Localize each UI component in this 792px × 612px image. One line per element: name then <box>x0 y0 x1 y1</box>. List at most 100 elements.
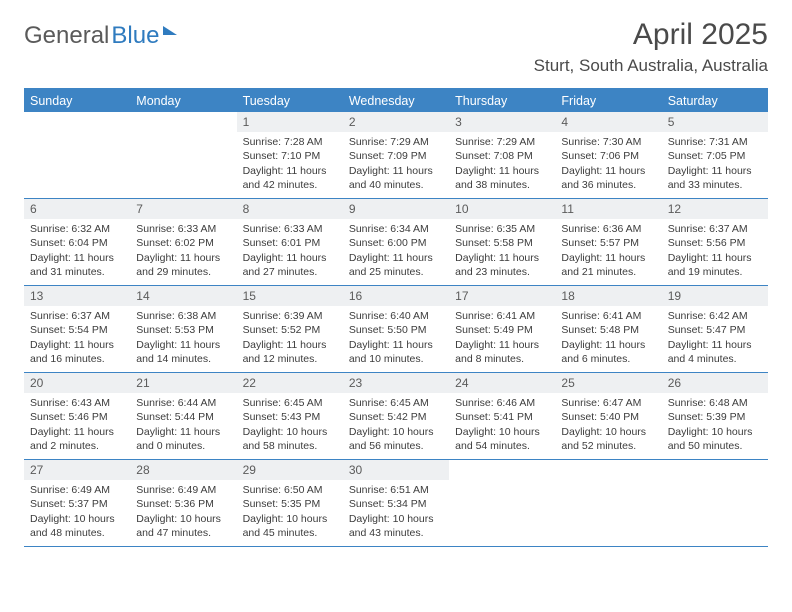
calendar-week-row: 6Sunrise: 6:32 AMSunset: 6:04 PMDaylight… <box>24 199 768 286</box>
sunrise-text: Sunrise: 6:47 AM <box>561 396 655 410</box>
location-subtitle: Sturt, South Australia, Australia <box>534 56 768 76</box>
sunset-text: Sunset: 5:54 PM <box>30 323 124 337</box>
weekday-header: Saturday <box>662 90 768 112</box>
calendar-cell: 12Sunrise: 6:37 AMSunset: 5:56 PMDayligh… <box>662 199 768 285</box>
calendar-week-row: 20Sunrise: 6:43 AMSunset: 5:46 PMDayligh… <box>24 373 768 460</box>
day-number: 23 <box>343 373 449 393</box>
sunset-text: Sunset: 7:10 PM <box>243 149 337 163</box>
calendar-cell-empty: . <box>449 460 555 546</box>
daylight-text: Daylight: 11 hours and 25 minutes. <box>349 251 443 279</box>
daylight-text: Daylight: 11 hours and 0 minutes. <box>136 425 230 453</box>
logo-text-blue: Blue <box>111 22 159 50</box>
daylight-text: Daylight: 10 hours and 45 minutes. <box>243 512 337 540</box>
day-number: 30 <box>343 460 449 480</box>
day-body: Sunrise: 6:46 AMSunset: 5:41 PMDaylight:… <box>449 393 555 458</box>
day-number: 12 <box>662 199 768 219</box>
daylight-text: Daylight: 10 hours and 56 minutes. <box>349 425 443 453</box>
sunrise-text: Sunrise: 6:38 AM <box>136 309 230 323</box>
day-body: Sunrise: 6:51 AMSunset: 5:34 PMDaylight:… <box>343 480 449 545</box>
sunrise-text: Sunrise: 7:30 AM <box>561 135 655 149</box>
sunset-text: Sunset: 7:09 PM <box>349 149 443 163</box>
day-body: Sunrise: 6:33 AMSunset: 6:01 PMDaylight:… <box>237 219 343 284</box>
day-body: Sunrise: 6:34 AMSunset: 6:00 PMDaylight:… <box>343 219 449 284</box>
day-body: Sunrise: 6:45 AMSunset: 5:42 PMDaylight:… <box>343 393 449 458</box>
sunrise-text: Sunrise: 6:49 AM <box>136 483 230 497</box>
sunrise-text: Sunrise: 6:45 AM <box>349 396 443 410</box>
weekday-header: Monday <box>130 90 236 112</box>
day-number: 22 <box>237 373 343 393</box>
sunset-text: Sunset: 6:02 PM <box>136 236 230 250</box>
sunrise-text: Sunrise: 6:46 AM <box>455 396 549 410</box>
calendar-cell: 23Sunrise: 6:45 AMSunset: 5:42 PMDayligh… <box>343 373 449 459</box>
daylight-text: Daylight: 10 hours and 50 minutes. <box>668 425 762 453</box>
weekday-header: Sunday <box>24 90 130 112</box>
calendar-cell: 13Sunrise: 6:37 AMSunset: 5:54 PMDayligh… <box>24 286 130 372</box>
sunrise-text: Sunrise: 6:32 AM <box>30 222 124 236</box>
sunrise-text: Sunrise: 7:28 AM <box>243 135 337 149</box>
daylight-text: Daylight: 10 hours and 47 minutes. <box>136 512 230 540</box>
day-body: Sunrise: 7:29 AMSunset: 7:08 PMDaylight:… <box>449 132 555 197</box>
sunrise-text: Sunrise: 6:36 AM <box>561 222 655 236</box>
day-number: 21 <box>130 373 236 393</box>
day-number: 17 <box>449 286 555 306</box>
sunset-text: Sunset: 5:48 PM <box>561 323 655 337</box>
sunrise-text: Sunrise: 6:41 AM <box>455 309 549 323</box>
day-number: 7 <box>130 199 236 219</box>
sunset-text: Sunset: 5:34 PM <box>349 497 443 511</box>
day-body: Sunrise: 6:49 AMSunset: 5:37 PMDaylight:… <box>24 480 130 545</box>
daylight-text: Daylight: 11 hours and 23 minutes. <box>455 251 549 279</box>
daylight-text: Daylight: 10 hours and 58 minutes. <box>243 425 337 453</box>
sunset-text: Sunset: 5:39 PM <box>668 410 762 424</box>
calendar-cell-empty: . <box>130 112 236 198</box>
logo-triangle-icon <box>163 26 177 35</box>
sunset-text: Sunset: 5:44 PM <box>136 410 230 424</box>
daylight-text: Daylight: 11 hours and 42 minutes. <box>243 164 337 192</box>
day-body: Sunrise: 6:41 AMSunset: 5:49 PMDaylight:… <box>449 306 555 371</box>
calendar-cell: 24Sunrise: 6:46 AMSunset: 5:41 PMDayligh… <box>449 373 555 459</box>
weekday-header-row: Sunday Monday Tuesday Wednesday Thursday… <box>24 90 768 112</box>
sunrise-text: Sunrise: 6:40 AM <box>349 309 443 323</box>
day-number: 8 <box>237 199 343 219</box>
day-number: 16 <box>343 286 449 306</box>
sunset-text: Sunset: 5:46 PM <box>30 410 124 424</box>
calendar-cell: 30Sunrise: 6:51 AMSunset: 5:34 PMDayligh… <box>343 460 449 546</box>
calendar-cell: 21 Sunrise: 6:44 AMSunset: 5:44 PMDayligh… <box>130 373 236 459</box>
calendar-page: GeneralBlue April 2025 Sturt, South Aust… <box>0 0 792 565</box>
calendar-cell: 1 Sunrise: 7:28 AMSunset: 7:10 PMDaylight… <box>237 112 343 198</box>
day-body: Sunrise: 6:48 AMSunset: 5:39 PMDaylight:… <box>662 393 768 458</box>
sunset-text: Sunset: 5:47 PM <box>668 323 762 337</box>
sunset-text: Sunset: 7:08 PM <box>455 149 549 163</box>
daylight-text: Daylight: 11 hours and 40 minutes. <box>349 164 443 192</box>
weekday-header: Wednesday <box>343 90 449 112</box>
daylight-text: Daylight: 10 hours and 48 minutes. <box>30 512 124 540</box>
sunrise-text: Sunrise: 6:34 AM <box>349 222 443 236</box>
sunset-text: Sunset: 5:37 PM <box>30 497 124 511</box>
daylight-text: Daylight: 11 hours and 10 minutes. <box>349 338 443 366</box>
sunset-text: Sunset: 5:42 PM <box>349 410 443 424</box>
day-body: Sunrise: 7:30 AMSunset: 7:06 PMDaylight:… <box>555 132 661 197</box>
day-body: Sunrise: 6:49 AMSunset: 5:36 PMDaylight:… <box>130 480 236 545</box>
day-body: Sunrise: 6:42 AMSunset: 5:47 PMDaylight:… <box>662 306 768 371</box>
sunset-text: Sunset: 5:57 PM <box>561 236 655 250</box>
daylight-text: Daylight: 11 hours and 8 minutes. <box>455 338 549 366</box>
sunrise-text: Sunrise: 6:45 AM <box>243 396 337 410</box>
calendar-cell: 6Sunrise: 6:32 AMSunset: 6:04 PMDaylight… <box>24 199 130 285</box>
calendar-cell: 7Sunrise: 6:33 AMSunset: 6:02 PMDaylight… <box>130 199 236 285</box>
sunrise-text: Sunrise: 6:44 AM <box>136 396 230 410</box>
day-body: Sunrise: 6:40 AMSunset: 5:50 PMDaylight:… <box>343 306 449 371</box>
day-body: Sunrise: 6:39 AMSunset: 5:52 PMDaylight:… <box>237 306 343 371</box>
sunset-text: Sunset: 5:35 PM <box>243 497 337 511</box>
day-number: 1 <box>237 112 343 132</box>
calendar-cell: 9Sunrise: 6:34 AMSunset: 6:00 PMDaylight… <box>343 199 449 285</box>
sunrise-text: Sunrise: 6:39 AM <box>243 309 337 323</box>
sunset-text: Sunset: 5:40 PM <box>561 410 655 424</box>
calendar-cell-empty: . <box>662 460 768 546</box>
sunrise-text: Sunrise: 6:49 AM <box>30 483 124 497</box>
weekday-header: Tuesday <box>237 90 343 112</box>
calendar-cell: 25Sunrise: 6:47 AMSunset: 5:40 PMDayligh… <box>555 373 661 459</box>
daylight-text: Daylight: 10 hours and 54 minutes. <box>455 425 549 453</box>
daylight-text: Daylight: 11 hours and 4 minutes. <box>668 338 762 366</box>
calendar-cell: 29Sunrise: 6:50 AMSunset: 5:35 PMDayligh… <box>237 460 343 546</box>
weekday-header: Friday <box>555 90 661 112</box>
calendar-cell: 20Sunrise: 6:43 AMSunset: 5:46 PMDayligh… <box>24 373 130 459</box>
